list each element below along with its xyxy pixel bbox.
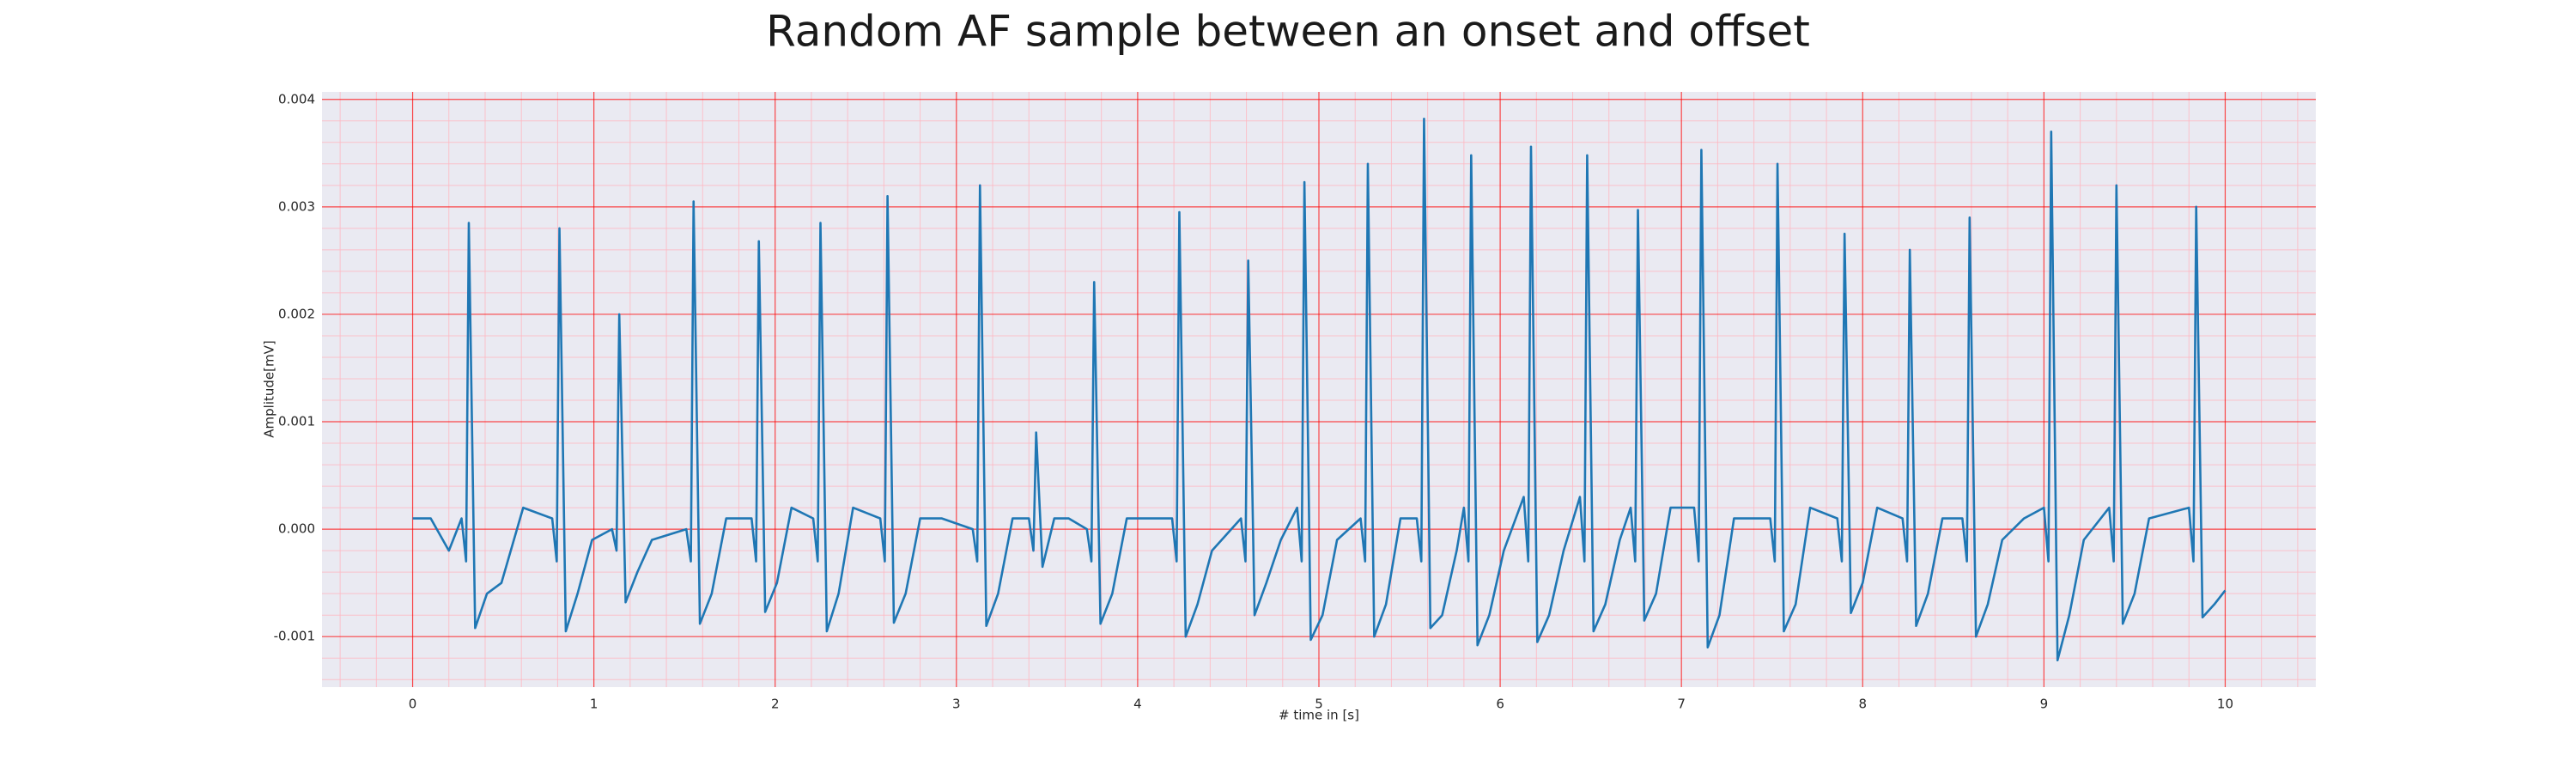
x-tick-label: 9 <box>2040 697 2049 712</box>
y-tick-label: 0.001 <box>278 414 315 429</box>
y-tick-label: 0.003 <box>278 198 315 214</box>
chart-title: Random AF sample between an onset and of… <box>766 7 1810 57</box>
x-tick-label: 3 <box>952 697 961 712</box>
y-axis-label: Amplitude[mV] <box>262 340 277 437</box>
y-tick-label: 0.004 <box>278 91 315 107</box>
x-tick-label: 0 <box>409 697 417 712</box>
x-tick-label: 5 <box>1315 697 1323 712</box>
ecg-line <box>412 117 2227 662</box>
y-tick-label: 0.002 <box>278 306 315 321</box>
x-tick-label: 8 <box>1858 697 1867 712</box>
x-tick-label: 10 <box>2217 697 2233 712</box>
x-axis-label: # time in [s] <box>1279 708 1359 723</box>
x-tick-label: 2 <box>771 697 780 712</box>
x-tick-label: 6 <box>1496 697 1504 712</box>
y-tick-label: 0.000 <box>278 521 315 537</box>
x-tick-label: 1 <box>590 697 598 712</box>
x-tick-label: 7 <box>1677 697 1686 712</box>
x-tick-label: 4 <box>1133 697 1142 712</box>
y-tick-label: -0.001 <box>274 629 315 644</box>
